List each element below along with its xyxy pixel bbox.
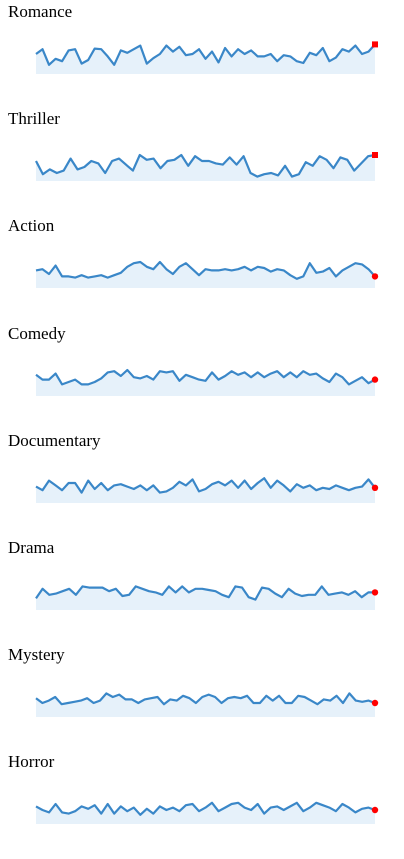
sparkline-chart	[0, 750, 404, 850]
sparkline-end-marker	[372, 807, 378, 813]
sparkline-panel: Drama	[0, 536, 404, 643]
sparkline-panel: Thriller	[0, 107, 404, 214]
sparkline-end-marker	[372, 41, 378, 47]
sparkline-chart	[0, 214, 404, 314]
sparkline-panel: Mystery	[0, 643, 404, 750]
sparkline-chart	[0, 322, 404, 422]
sparkline-chart	[0, 0, 404, 100]
sparkline-end-marker	[372, 274, 378, 280]
sparkline-panel: Action	[0, 214, 404, 321]
sparkline-end-marker	[372, 152, 378, 158]
sparkline-panel: Horror	[0, 750, 404, 857]
sparkline-end-marker	[372, 589, 378, 595]
sparkline-end-marker	[372, 484, 378, 490]
sparkline-end-marker	[372, 376, 378, 382]
sparkline-panel: Documentary	[0, 429, 404, 536]
sparkline-panel: Comedy	[0, 322, 404, 429]
sparkline-area	[36, 370, 375, 396]
sparkline-panel: Romance	[0, 0, 404, 107]
sparkline-area	[36, 262, 375, 288]
sparkline-chart	[0, 536, 404, 636]
sparkline-chart	[0, 429, 404, 529]
sparkline-chart	[0, 107, 404, 207]
sparkline-chart	[0, 643, 404, 743]
sparkline-end-marker	[372, 700, 378, 706]
